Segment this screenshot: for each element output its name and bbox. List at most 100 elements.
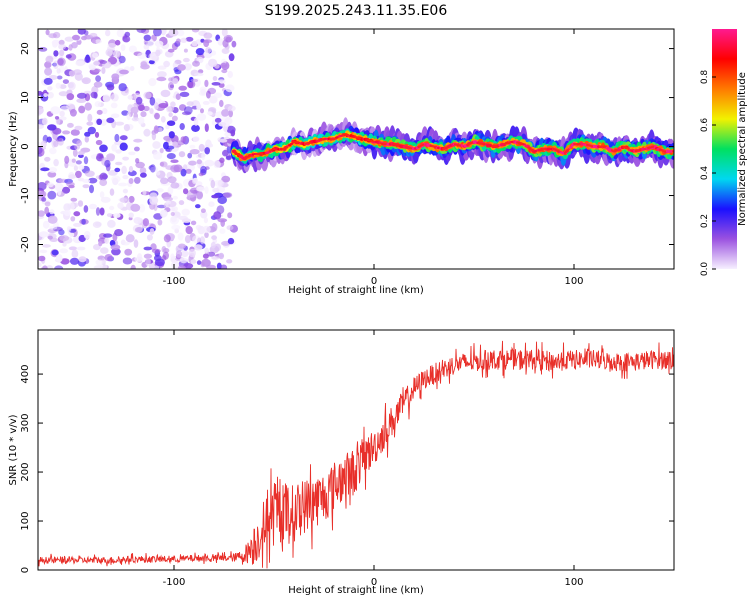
noise-blob [227, 212, 233, 219]
noise-blob [201, 151, 206, 161]
noise-blob [127, 95, 133, 100]
noise-blob [163, 196, 174, 202]
noise-blob [171, 261, 180, 269]
noise-blob [59, 116, 67, 121]
noise-blob [55, 137, 63, 142]
noise-blob [204, 186, 209, 194]
noise-blob [53, 158, 59, 167]
noise-blob [59, 248, 68, 254]
noise-blob [186, 80, 196, 89]
noise-blob [193, 117, 199, 126]
noise-blob [137, 253, 143, 261]
noise-blob [170, 101, 176, 108]
noise-blob [191, 29, 200, 33]
x-tick-label: 0 [371, 276, 377, 287]
noise-blob [42, 220, 50, 229]
noise-blob [77, 29, 86, 35]
noise-blob [172, 141, 178, 147]
noise-blob [183, 57, 190, 63]
noise-blob [148, 52, 158, 61]
noise-blob [151, 131, 157, 141]
noise-blob [74, 202, 79, 208]
noise-blob [44, 67, 53, 76]
noise-blob [201, 258, 211, 267]
noise-blob [122, 175, 129, 180]
spectrogram-x-label: Height of straight line (km) [288, 285, 424, 296]
noise-blob [167, 48, 175, 53]
noise-blob [192, 235, 201, 243]
noise-blob [190, 259, 197, 264]
noise-blob [101, 66, 106, 75]
noise-blob [226, 259, 233, 264]
noise-blob [191, 124, 200, 132]
noise-blob [222, 149, 229, 157]
noise-blob [124, 248, 133, 256]
y-tick-label: 0 [20, 567, 31, 573]
noise-blob [106, 154, 115, 162]
noise-blob [206, 90, 211, 99]
noise-blob [176, 29, 185, 37]
noise-blob [185, 168, 192, 174]
noise-blob [45, 55, 54, 64]
noise-blob [200, 210, 208, 219]
noise-blob [194, 72, 204, 77]
noise-blob [87, 113, 93, 123]
noise-blob [72, 34, 80, 41]
noise-blob [58, 91, 69, 97]
noise-blob [225, 36, 232, 43]
noise-blob [170, 211, 175, 217]
noise-blob [76, 98, 87, 103]
noise-blob [128, 151, 136, 156]
noise-blob [128, 45, 137, 53]
noise-blob [49, 147, 57, 155]
noise-blob [94, 131, 100, 138]
noise-blob [119, 69, 129, 75]
noise-blob [104, 237, 109, 245]
noise-blob [181, 218, 192, 223]
noise-blob [47, 86, 53, 91]
y-tick-label: 0 [20, 143, 31, 149]
noise-blob [148, 78, 157, 87]
noise-blob [125, 234, 135, 243]
noise-blob [44, 201, 51, 207]
noise-blob [219, 157, 225, 164]
noise-blob [66, 93, 75, 101]
noise-blob [67, 122, 74, 128]
y-tick-label: 10 [20, 91, 31, 104]
noise-blob [38, 231, 49, 238]
noise-blob [177, 265, 186, 269]
noise-blob [93, 61, 100, 66]
noise-blob [106, 84, 115, 91]
noise-blob [81, 77, 91, 85]
noise-blob [149, 97, 156, 106]
noise-blob [204, 79, 209, 88]
spectrogram-frame [37, 28, 675, 270]
noise-blob [152, 141, 161, 149]
noise-blob [96, 118, 103, 126]
noise-blob [119, 142, 128, 151]
noise-blob [115, 39, 121, 46]
noise-blob [186, 101, 194, 106]
noise-blob [69, 232, 75, 238]
noise-blob [160, 161, 168, 168]
noise-blob [54, 116, 60, 120]
noise-blob [54, 265, 64, 269]
noise-blob [196, 186, 206, 192]
noise-blob [62, 130, 71, 135]
noise-blob [160, 116, 166, 123]
noise-blob [183, 63, 192, 71]
noise-blob [47, 171, 57, 178]
noise-blob [155, 49, 161, 57]
noise-blob [195, 204, 201, 209]
noise-blob [99, 207, 105, 216]
noise-blob [203, 217, 208, 224]
noise-blob [149, 228, 155, 235]
noise-blob [191, 41, 198, 47]
noise-blob [58, 39, 65, 46]
noise-blob [47, 182, 54, 188]
noise-blob [167, 186, 174, 195]
noise-blob [47, 235, 53, 240]
noise-blob [110, 113, 120, 119]
noise-blob [172, 78, 179, 84]
noise-blob [224, 132, 232, 137]
